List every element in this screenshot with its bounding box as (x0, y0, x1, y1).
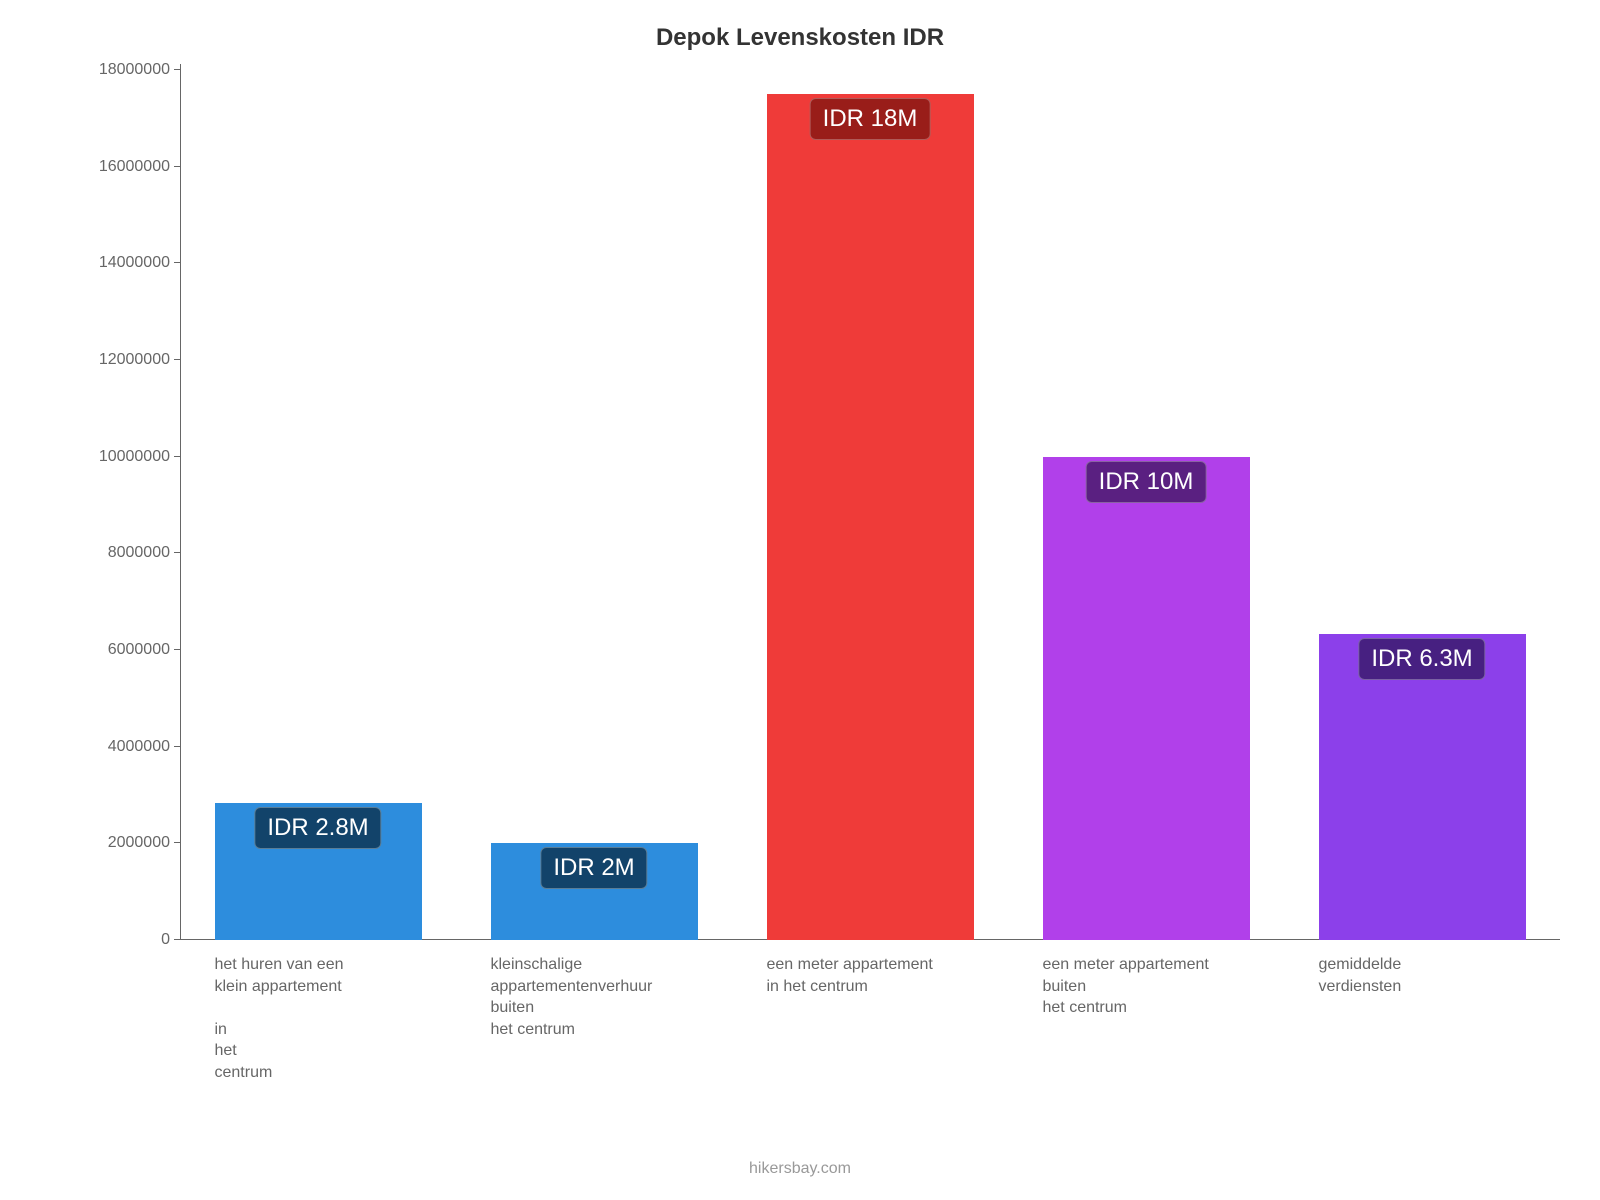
bar: IDR 6.3M (1319, 634, 1526, 940)
chart-container: Depok Levenskosten IDR 02000000400000060… (0, 0, 1600, 1200)
y-tick-label: 0 (161, 931, 180, 949)
bar: IDR 18M (767, 94, 974, 940)
y-tick-mark (174, 359, 180, 360)
y-tick-label: 14000000 (99, 254, 180, 272)
bar-value-badge: IDR 18M (810, 98, 931, 140)
y-tick-label: 12000000 (99, 351, 180, 369)
x-category-label: kleinschalige appartementenverhuur buite… (491, 940, 698, 1040)
bar: IDR 2M (491, 843, 698, 940)
y-tick-label: 10000000 (99, 448, 180, 466)
attribution-text: hikersbay.com (0, 1160, 1600, 1178)
x-category-label: het huren van een klein appartement in h… (215, 940, 422, 1084)
y-tick-label: 6000000 (108, 641, 180, 659)
y-tick-label: 2000000 (108, 834, 180, 852)
y-tick-mark (174, 842, 180, 843)
y-tick-mark (174, 262, 180, 263)
y-tick-mark (174, 456, 180, 457)
bar: IDR 10M (1043, 457, 1250, 940)
plot-area: 0200000040000006000000800000010000000120… (180, 70, 1560, 940)
y-tick-mark (174, 939, 180, 940)
y-tick-mark (174, 552, 180, 553)
y-axis-line (180, 64, 181, 940)
y-tick-label: 18000000 (99, 61, 180, 79)
bar-value-badge: IDR 2.8M (254, 807, 381, 849)
bar-value-badge: IDR 2M (540, 847, 647, 889)
y-tick-mark (174, 69, 180, 70)
y-tick-label: 16000000 (99, 158, 180, 176)
x-category-label: gemiddelde verdiensten (1319, 940, 1526, 997)
y-tick-label: 4000000 (108, 738, 180, 756)
chart-title: Depok Levenskosten IDR (0, 24, 1600, 52)
y-tick-mark (174, 746, 180, 747)
x-category-label: een meter appartement buiten het centrum (1043, 940, 1250, 1019)
bar: IDR 2.8M (215, 803, 422, 940)
y-tick-mark (174, 649, 180, 650)
x-category-label: een meter appartement in het centrum (767, 940, 974, 997)
bar-value-badge: IDR 10M (1086, 461, 1207, 503)
bar-value-badge: IDR 6.3M (1358, 638, 1485, 680)
y-tick-mark (174, 166, 180, 167)
y-tick-label: 8000000 (108, 544, 180, 562)
